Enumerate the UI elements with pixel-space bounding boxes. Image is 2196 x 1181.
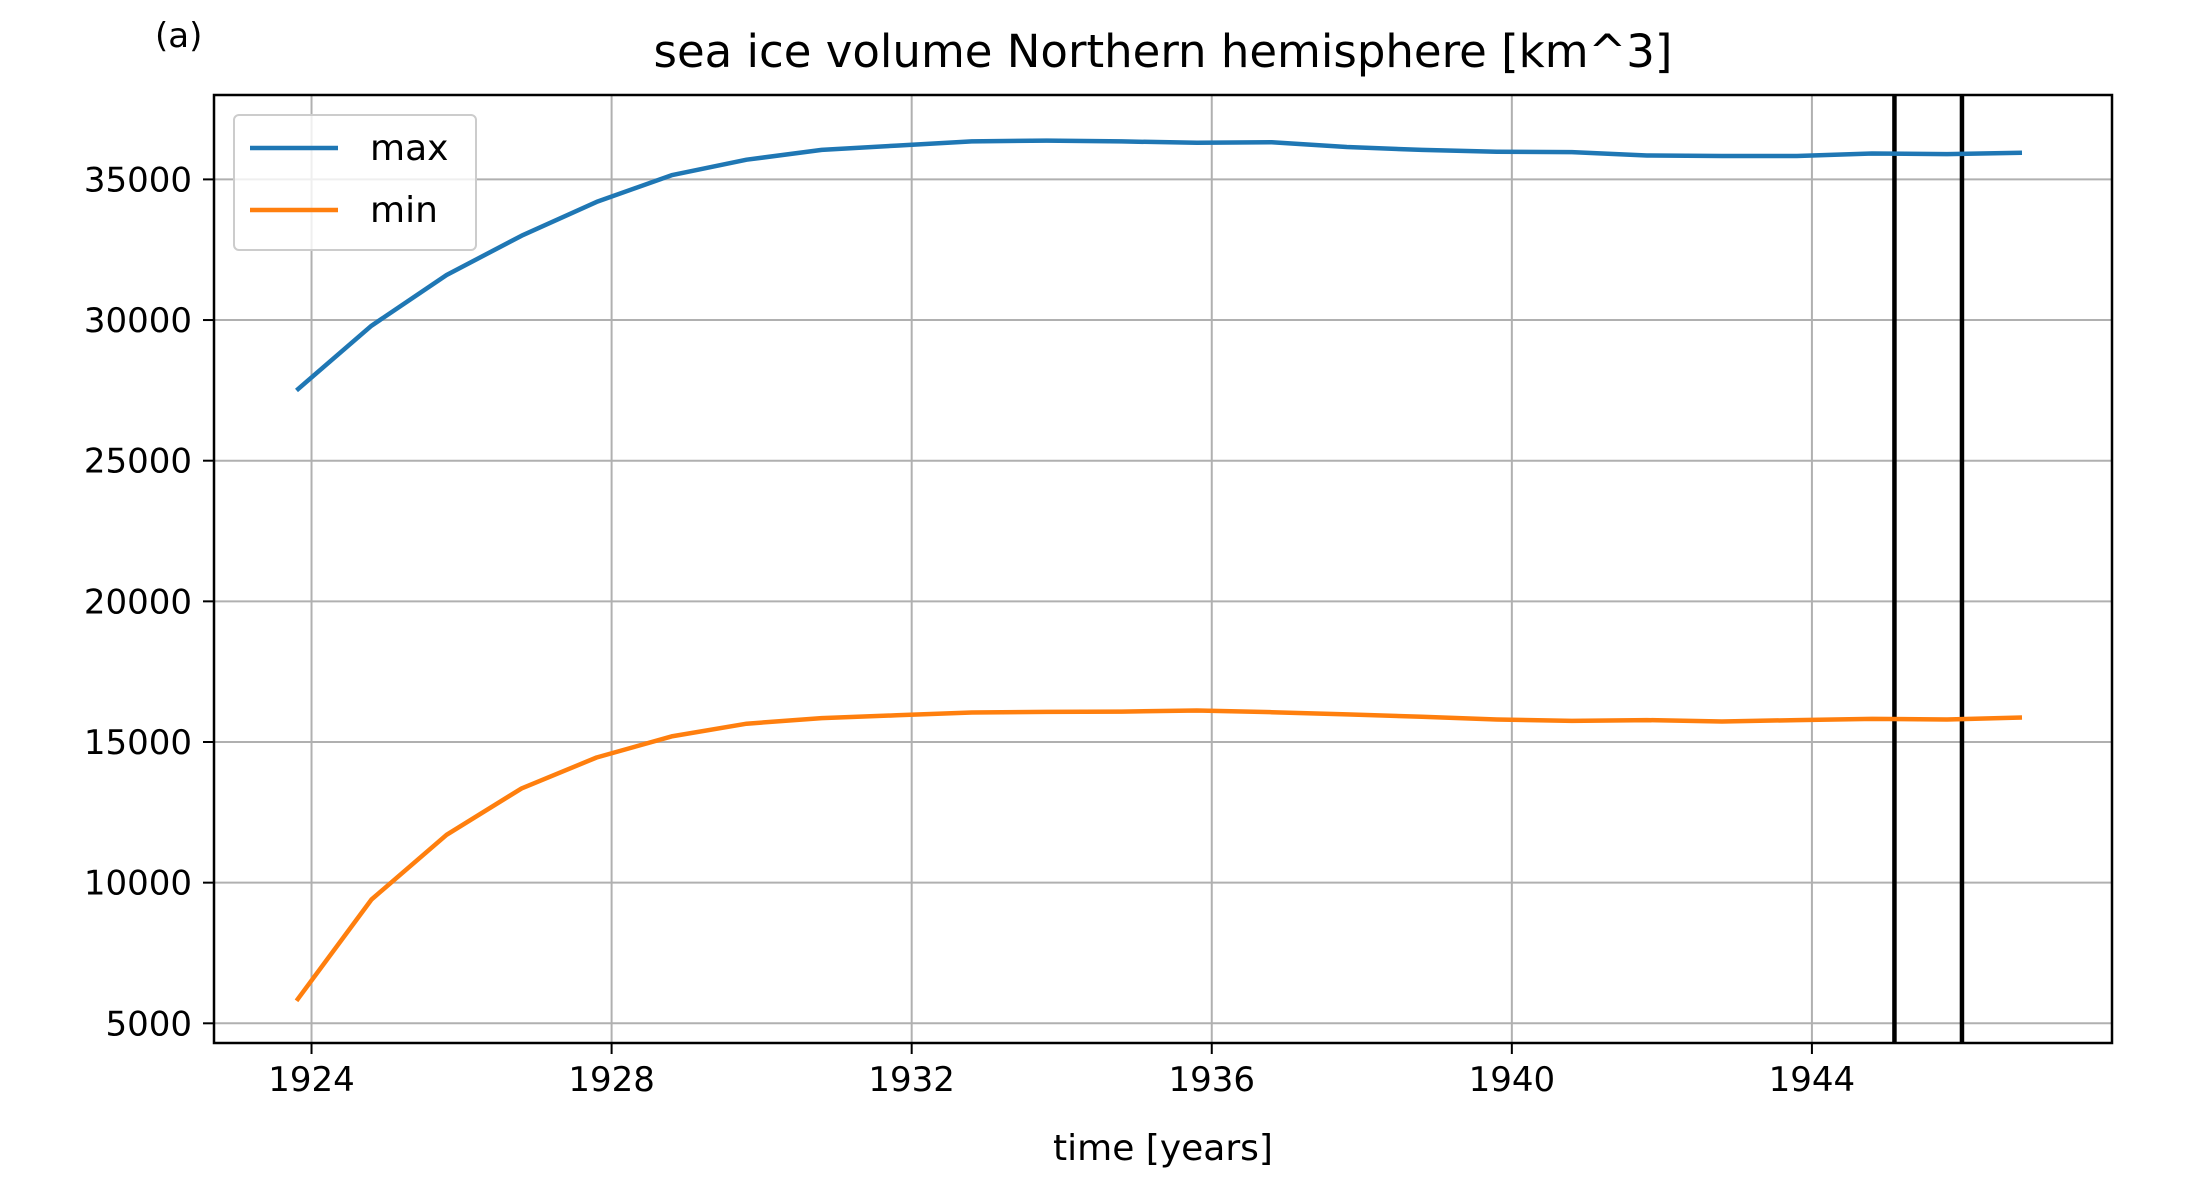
series-line-min: [294, 708, 2023, 1003]
x-tick-label: 1936: [1168, 1060, 1255, 1100]
legend: max min: [233, 114, 477, 251]
panel-label: (a): [155, 16, 202, 56]
y-tick-label: 20000: [84, 582, 192, 622]
x-tick-label: 1928: [568, 1060, 655, 1100]
y-axis: 5000 10000 15000 20000 25000 30000 35000: [84, 160, 214, 1044]
legend-label-max: max: [370, 128, 448, 169]
marker-lines: [1892, 95, 1965, 1043]
grid-lines: [214, 95, 2112, 1043]
y-tick-label: 35000: [84, 160, 192, 200]
x-axis-label: time [years]: [1053, 1128, 1273, 1169]
x-tick-label: 1932: [868, 1060, 955, 1100]
series-lines: [294, 138, 2023, 1003]
y-tick-label: 30000: [84, 301, 192, 341]
chart-title: sea ice volume Northern hemisphere [km^3…: [654, 25, 1673, 78]
y-tick-label: 5000: [105, 1004, 192, 1044]
x-tick-label: 1944: [1769, 1060, 1856, 1100]
y-tick-label: 25000: [84, 442, 192, 482]
y-tick-label: 10000: [84, 864, 192, 904]
legend-label-min: min: [370, 190, 438, 231]
y-tick-label: 15000: [84, 723, 192, 763]
x-tick-label: 1924: [268, 1060, 355, 1100]
plot-frame: [212, 93, 2114, 1045]
x-axis: 1924 1928 1932 1936 1940 1944: [268, 1043, 1855, 1100]
series-line-max: [295, 138, 2023, 393]
x-tick-label: 1940: [1469, 1060, 1556, 1100]
